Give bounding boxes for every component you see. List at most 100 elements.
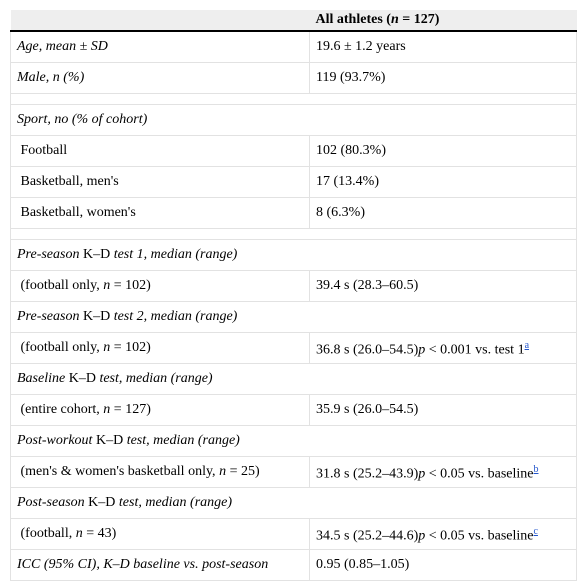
- text-run: 0.95 (0.85–1.05): [316, 557, 410, 572]
- footnote-ref: a: [525, 338, 529, 351]
- table-cell: Male, n (%): [10, 62, 310, 94]
- text-run: All athletes (: [315, 12, 391, 27]
- table-cell: Age, mean ± SD: [10, 30, 310, 63]
- table-row: (men's & women's basketball only, n = 25…: [10, 456, 577, 488]
- text-run: p: [418, 528, 426, 544]
- text-run: (football only,: [17, 340, 104, 355]
- table-row: (football, n = 43) 34.5 s (25.2–44.6)p < …: [10, 518, 577, 550]
- data-table: All athletes (n = 127) Age, mean ± SD 19.…: [10, 10, 577, 581]
- text-run: n: [103, 278, 111, 293]
- text-run: (football only,: [17, 278, 104, 293]
- table-cell: 102 (80.3%): [309, 135, 577, 167]
- table-row: Sport, no (% of cohort): [10, 104, 577, 136]
- text-run: 119 (93.7%): [316, 70, 386, 85]
- table-cell: 119 (93.7%): [309, 62, 577, 94]
- text-run: p: [418, 466, 426, 482]
- text-run: 102 (80.3%): [316, 143, 386, 158]
- header-cell: All athletes (n = 127): [309, 10, 577, 32]
- text-run: 19.6 ± 1.2 years: [316, 39, 406, 54]
- text-run: test, median (range): [126, 433, 240, 448]
- footnote-link[interactable]: a: [524, 339, 530, 351]
- text-run: < 0.001 vs. test 1: [425, 342, 525, 358]
- text-run: Age, mean ± SD: [17, 39, 108, 54]
- text-run: test, median (range): [118, 495, 233, 510]
- table-cell: Football: [10, 135, 310, 167]
- table-row: (football only, n = 102) 39.4 s (28.3–60.…: [10, 270, 577, 302]
- text-run: Basketball, men's: [17, 174, 119, 189]
- text-run: Pre-season: [17, 247, 80, 262]
- text-run: test 1, median (range): [113, 247, 238, 262]
- text-run: < 0.05 vs. baseline: [425, 466, 534, 482]
- text-run: Male, n (%): [17, 70, 85, 85]
- table-cell: 35.9 s (26.0–54.5): [309, 394, 577, 426]
- table-row: ICC (95% CI), K–D baseline vs. post-seas…: [10, 549, 577, 581]
- table-row: Post-season K–D test, median (range): [10, 487, 577, 519]
- table-row: Age, mean ± SD 19.6 ± 1.2 years: [10, 30, 577, 63]
- text-run: Baseline: [17, 371, 66, 386]
- table-row: (entire cohort, n = 127) 35.9 s (26.0–54.…: [10, 394, 577, 426]
- spacer-row: [10, 228, 577, 240]
- text-run: (football,: [17, 526, 76, 541]
- text-run: Pre-season: [17, 309, 80, 324]
- text-run: Football: [17, 143, 68, 158]
- text-run: 35.9 s (26.0–54.5): [316, 402, 419, 417]
- text-run: Post-season: [17, 495, 85, 510]
- table-cell: (men's & women's basketball only, n = 25…: [10, 456, 310, 488]
- table-cell: 8 (6.3%): [309, 197, 577, 229]
- text-run: = 43): [82, 526, 117, 541]
- table-cell: Basketball, women's: [10, 197, 310, 229]
- table-cell: 34.5 s (25.2–44.6)p < 0.05 vs. baselinec: [309, 518, 577, 550]
- section-cell: Baseline K–D test, median (range): [10, 363, 577, 395]
- spacer-cell: [10, 93, 577, 105]
- text-run: = 25): [226, 464, 260, 479]
- text-run: ICC (95% CI), K–D baseline vs. post-seas…: [17, 557, 269, 572]
- text-run: n: [75, 526, 83, 541]
- table-cell: (football only, n = 102): [10, 270, 310, 302]
- table-cell: 19.6 ± 1.2 years: [309, 30, 577, 63]
- text-run: n: [390, 12, 399, 27]
- text-run: p: [418, 342, 426, 358]
- table-cell: 39.4 s (28.3–60.5): [309, 270, 577, 302]
- table-cell: 36.8 s (26.0–54.5)p < 0.001 vs. test 1a: [309, 332, 577, 364]
- table-body: Age, mean ± SD 19.6 ± 1.2 years Male, n (%…: [10, 30, 577, 581]
- footnote-link[interactable]: c: [533, 525, 538, 537]
- text-run: (men's & women's basketball only,: [17, 464, 220, 479]
- text-run: test 2, median (range): [113, 309, 238, 324]
- section-cell: Pre-season K–D test 1, median (range): [10, 239, 577, 271]
- spacer-row: [10, 93, 577, 105]
- header-row: All athletes (n = 127): [10, 10, 577, 32]
- text-run: = 127): [398, 12, 440, 27]
- text-run: K–D: [65, 371, 100, 386]
- table-row: Basketball, men's 17 (13.4%): [10, 166, 577, 198]
- footnote-link[interactable]: b: [533, 463, 539, 475]
- table-cell: (football only, n = 102): [10, 332, 310, 364]
- table-row: Basketball, women's 8 (6.3%): [10, 197, 577, 229]
- text-run: n: [103, 402, 111, 417]
- section-cell: Post-workout K–D test, median (range): [10, 425, 577, 457]
- table-cell: 31.8 s (25.2–43.9)p < 0.05 vs. baselineb: [309, 456, 577, 488]
- table-cell: ICC (95% CI), K–D baseline vs. post-seas…: [10, 549, 310, 581]
- text-run: = 102): [110, 340, 151, 355]
- table-row: (football only, n = 102) 36.8 s (26.0–54.…: [10, 332, 577, 364]
- text-run: (entire cohort,: [17, 402, 104, 417]
- header-cell: [10, 10, 310, 32]
- text-run: 17 (13.4%): [316, 174, 379, 189]
- text-run: K–D: [92, 433, 127, 448]
- table-header: All athletes (n = 127): [10, 10, 577, 32]
- table-cell: Basketball, men's: [10, 166, 310, 198]
- text-run: = 127): [110, 402, 151, 417]
- text-run: 39.4 s (28.3–60.5): [316, 278, 419, 293]
- text-run: = 102): [110, 278, 151, 293]
- text-run: K–D: [79, 309, 114, 324]
- table-row: Baseline K–D test, median (range): [10, 363, 577, 395]
- table-row: Pre-season K–D test 2, median (range): [10, 301, 577, 333]
- text-run: K–D: [84, 495, 119, 510]
- text-run: 31.8 s (25.2–43.9): [316, 466, 419, 482]
- text-run: 34.5 s (25.2–44.6): [316, 528, 419, 544]
- section-cell: Pre-season K–D test 2, median (range): [10, 301, 577, 333]
- footnote-ref: c: [534, 524, 538, 537]
- text-run: Sport, no (% of cohort): [17, 112, 148, 127]
- text-run: n: [219, 464, 227, 479]
- section-cell: Post-season K–D test, median (range): [10, 487, 577, 519]
